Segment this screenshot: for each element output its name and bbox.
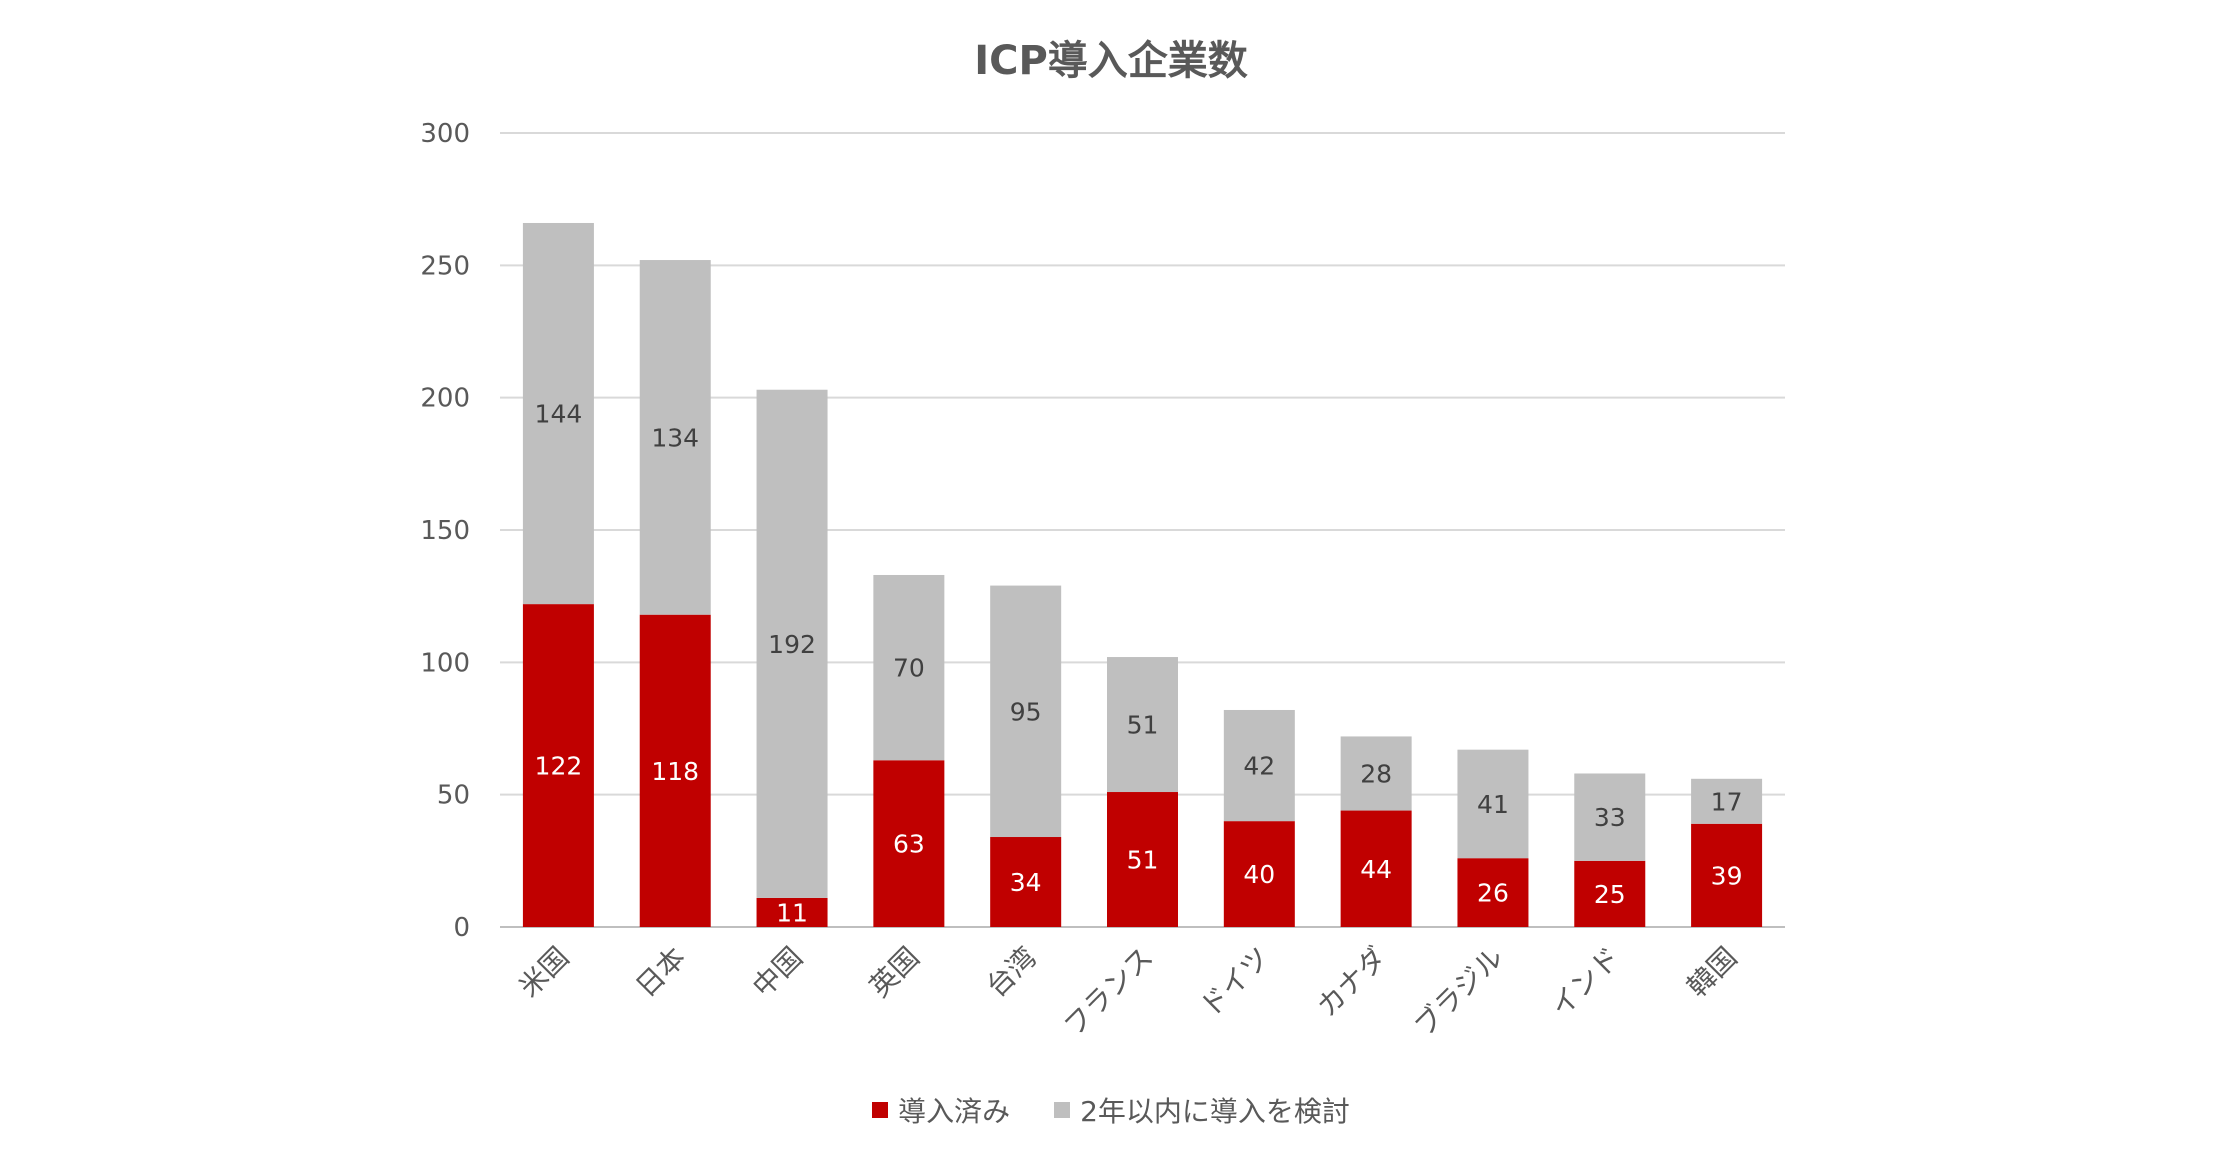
- bar-installed: [756, 897, 828, 927]
- y-tick-label: 100: [420, 648, 470, 678]
- y-tick-label: 0: [453, 913, 470, 943]
- x-tick-label: インド: [1544, 941, 1627, 1024]
- y-tick-label: 250: [420, 251, 470, 281]
- x-tick-label: 韓国: [1681, 941, 1744, 1004]
- bar-installed: [1457, 858, 1529, 927]
- data-label-installed: 25: [1594, 880, 1626, 909]
- data-label-installed: 40: [1243, 860, 1275, 889]
- bar-installed: [1574, 860, 1646, 927]
- x-tick-label: フランス: [1057, 941, 1159, 1043]
- bar-installed: [990, 837, 1062, 927]
- bar-considering: [1574, 773, 1646, 861]
- data-label-installed: 26: [1477, 879, 1509, 908]
- x-tick-label: 英国: [863, 941, 926, 1004]
- data-label-considering: 192: [768, 630, 816, 659]
- y-tick-label: 150: [420, 516, 470, 546]
- legend-label-installed: 導入済み: [898, 1095, 1011, 1128]
- data-label-considering: 144: [535, 400, 583, 429]
- legend-item-installed: 導入済み: [872, 1090, 1010, 1130]
- x-tick-label: 台湾: [980, 941, 1043, 1004]
- data-label-considering: 51: [1127, 711, 1159, 740]
- x-tick-label: カナダ: [1310, 941, 1393, 1024]
- data-label-installed: 34: [1010, 868, 1042, 897]
- x-tick-label: 中国: [746, 941, 809, 1004]
- data-label-installed: 51: [1127, 846, 1159, 875]
- legend-item-considering: 2年以内に導入を検討: [1054, 1090, 1350, 1130]
- bar-installed: [639, 614, 711, 927]
- bar-considering: [522, 222, 594, 605]
- data-label-considering: 134: [651, 423, 699, 452]
- data-label-considering: 95: [1010, 697, 1042, 726]
- bar-installed: [522, 604, 594, 927]
- legend: 導入済み 2年以内に導入を検討: [0, 1090, 2222, 1130]
- chart-title: ICP導入企業数: [974, 38, 1248, 84]
- y-tick-label: 300: [420, 119, 470, 149]
- x-tick-label: ドイツ: [1194, 941, 1277, 1024]
- data-label-installed: 44: [1360, 855, 1392, 884]
- data-label-considering: 70: [893, 654, 925, 683]
- bar-installed: [873, 760, 945, 927]
- legend-swatch-installed: [872, 1102, 889, 1118]
- bar-installed: [1107, 792, 1178, 927]
- y-tick-label: 50: [437, 781, 470, 811]
- bar-considering: [1457, 749, 1529, 859]
- data-label-considering: 28: [1360, 759, 1392, 788]
- data-label-considering: 33: [1594, 803, 1626, 832]
- bar-considering: [1691, 778, 1763, 824]
- bar-considering: [1107, 657, 1178, 793]
- bar-considering: [639, 260, 711, 615]
- y-tick-label: 200: [420, 384, 470, 414]
- bar-considering: [1340, 736, 1412, 811]
- bar-considering: [873, 574, 945, 761]
- bar-considering: [1223, 709, 1295, 822]
- data-label-considering: 42: [1243, 752, 1275, 781]
- x-tick-label: ブラジル: [1408, 941, 1510, 1043]
- data-label-installed: 63: [893, 830, 925, 859]
- data-label-installed: 122: [535, 752, 583, 781]
- bar-considering: [990, 585, 1062, 838]
- x-tick-label: 日本: [629, 941, 692, 1004]
- data-label-considering: 17: [1711, 787, 1743, 816]
- data-label-installed: 118: [651, 757, 699, 786]
- x-tick-label: 米国: [512, 941, 575, 1004]
- data-label-considering: 41: [1477, 790, 1509, 819]
- bar-considering: [756, 389, 828, 898]
- bar-installed: [1691, 823, 1763, 927]
- data-label-installed: 11: [776, 898, 808, 927]
- legend-swatch-considering: [1054, 1102, 1071, 1118]
- data-label-installed: 39: [1711, 861, 1743, 890]
- bar-installed: [1340, 810, 1412, 927]
- bar-installed: [1223, 821, 1295, 927]
- legend-label-considering: 2年以内に導入を検討: [1080, 1095, 1350, 1128]
